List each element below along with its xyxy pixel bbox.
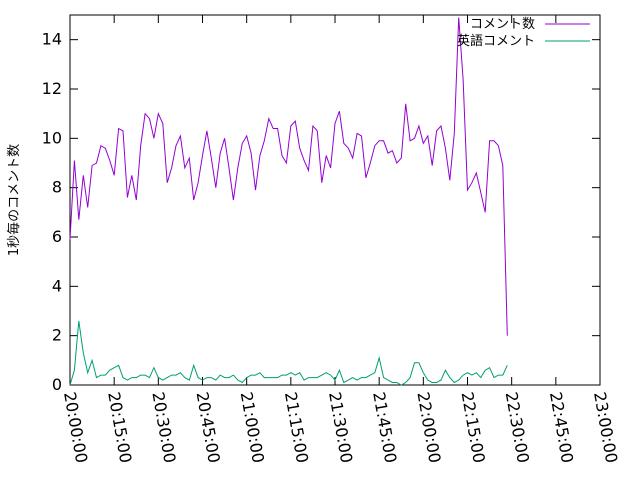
- y-tick-label: 14: [42, 30, 62, 49]
- x-tick-label: 22:15:00: [458, 390, 489, 464]
- legend-label-1: コメント数: [470, 17, 535, 32]
- y-tick-label: 0: [52, 375, 62, 394]
- y-tick-label: 8: [52, 178, 62, 197]
- x-tick-label: 22:30:00: [502, 390, 533, 464]
- y-tick-label: 4: [52, 276, 62, 295]
- y-tick-label: 12: [42, 79, 62, 98]
- x-tick-label: 22:00:00: [413, 390, 444, 464]
- plot-border: [69, 14, 601, 386]
- x-tick-label: 20:30:00: [148, 390, 179, 464]
- x-tick-label: 21:45:00: [369, 390, 400, 464]
- x-tick-label: 23:00:00: [590, 390, 621, 464]
- x-tick-label: 20:00:00: [60, 390, 91, 464]
- y-axis-title: 1秒毎のコメント数: [6, 144, 22, 256]
- x-tick-label: 20:15:00: [104, 390, 135, 464]
- y-tick-label: 6: [52, 227, 62, 246]
- x-axis: 20:00:00 20:15:00 20:30:00 20:45:00 21:00:00…: [60, 15, 621, 464]
- y-tick-label: 10: [42, 128, 62, 147]
- x-tick-label: 21:00:00: [237, 390, 268, 464]
- x-tick-label: 22:45:00: [546, 390, 577, 464]
- x-tick-label: 21:30:00: [325, 390, 356, 464]
- series-lines: [69, 17, 508, 386]
- y-tick-label: 2: [52, 326, 62, 345]
- x-tick-label: 20:45:00: [193, 390, 224, 464]
- series-line-1: [69, 17, 508, 336]
- series-line-2: [69, 320, 508, 386]
- legend-label-2: 英語コメント: [457, 33, 535, 49]
- y-axis: 0 2 4 6 8 10 12 14: [42, 30, 600, 394]
- x-tick-label: 21:15:00: [281, 390, 312, 464]
